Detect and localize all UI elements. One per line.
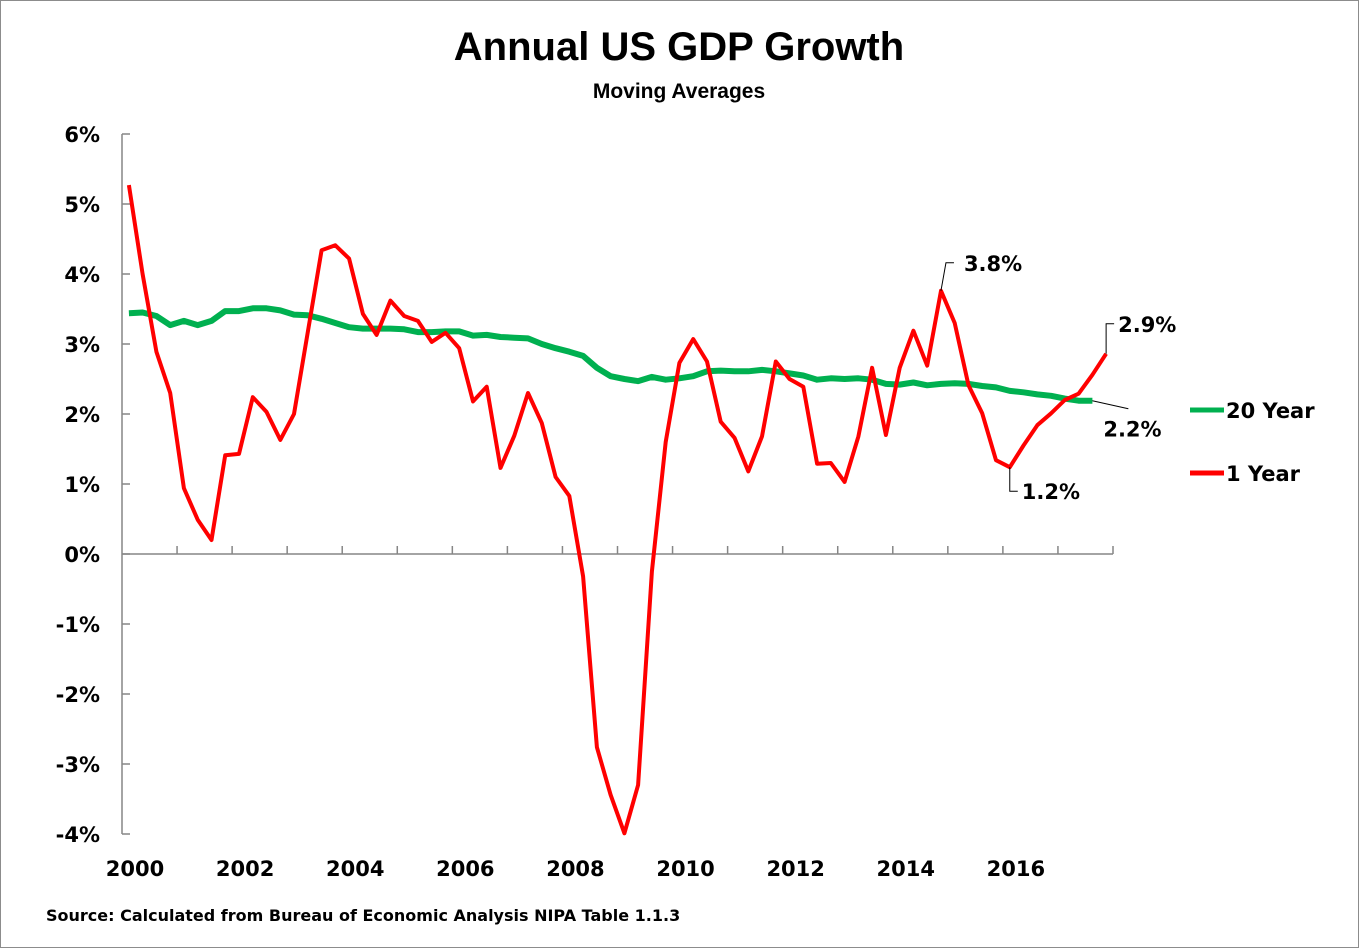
x-tick-label: 2014 [877,857,935,881]
y-tick-label: 0% [64,543,100,567]
x-tick-label: 2016 [987,857,1045,881]
legend-label: 20 Year [1226,399,1315,423]
data-label: 2.2% [1103,418,1161,442]
leader-line [940,262,954,291]
source-note: Source: Calculated from Bureau of Econom… [46,906,680,925]
series-line-20-year [128,305,1093,404]
x-tick-label: 2006 [436,857,494,881]
leader-line [1105,323,1115,354]
y-tick-label: -3% [56,753,100,777]
data-label: 1.2% [1022,480,1080,504]
chart-title: Annual US GDP Growth [454,25,904,69]
y-tick-label: 3% [64,333,100,357]
y-tick-label: -4% [56,823,100,847]
data-label: 2.9% [1118,313,1176,337]
data-label: 3.8% [964,252,1022,276]
annotation-layer: 2.2% 3.8% 1.2% 2.9% [940,252,1176,504]
x-tick-label: 2012 [766,857,824,881]
y-tick-label: -1% [56,613,100,637]
x-tick-label: 2004 [326,857,384,881]
y-tick-label: 5% [64,193,100,217]
y-tick-label: 6% [64,123,100,147]
y-tick-label: -2% [56,683,100,707]
series-line-1-year [126,184,1108,836]
y-tick-label: 4% [64,263,100,287]
x-tick-label: 2000 [106,857,164,881]
legend: 20 Year 1 Year [1190,399,1315,486]
y-axis: 6% 5% 4% 3% 2% 1% 0% -1% -2% -3% -4% [56,123,130,847]
x-tick-label: 2010 [656,857,714,881]
leader-line [1092,400,1129,410]
series-layer [126,184,1108,836]
x-tick-label: 2002 [216,857,274,881]
legend-label: 1 Year [1226,462,1301,486]
leader-line [1009,467,1018,492]
chart-subtitle: Moving Averages [593,80,765,103]
y-tick-label: 2% [64,403,100,427]
x-tick-label: 2008 [546,857,604,881]
x-axis: 2000 2002 2004 2006 2008 2010 2012 2014 2016 [106,546,1114,881]
y-tick-label: 1% [64,473,100,497]
